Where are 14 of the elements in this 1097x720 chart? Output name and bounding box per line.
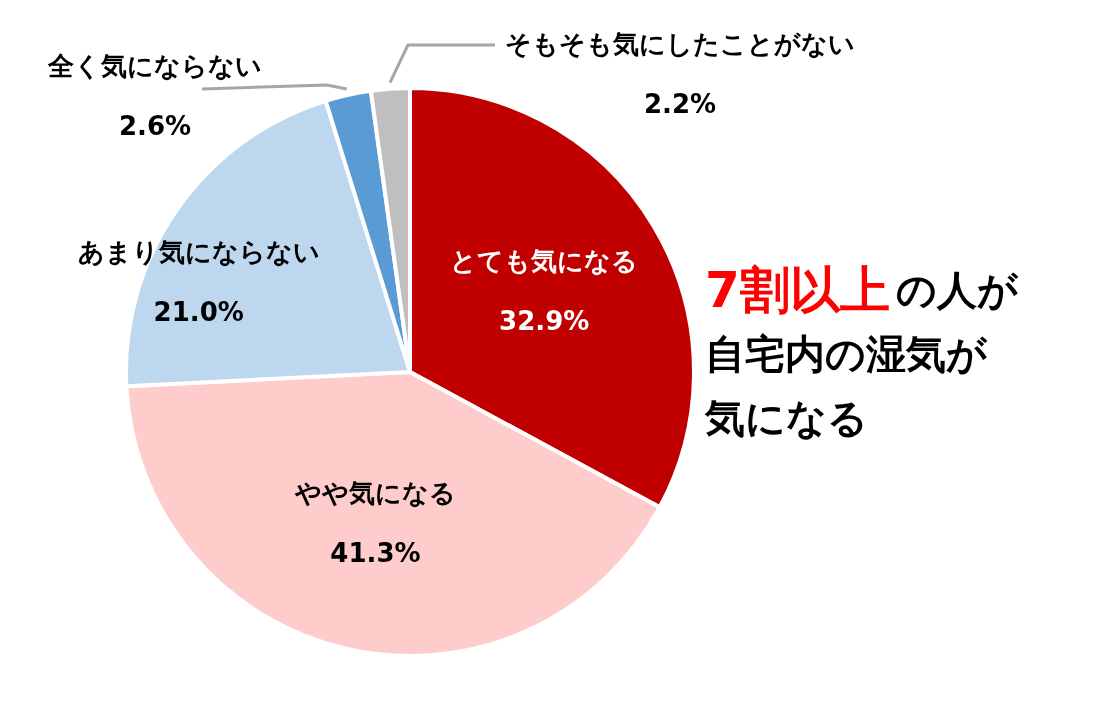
slice-label: 全く気にならない (47, 51, 262, 81)
data-label: 21.0% (153, 296, 244, 327)
data-label: 32.9% (499, 306, 590, 337)
slice-label: とても気になる (450, 246, 639, 277)
slice-label: そもそも気にしたことがない (505, 29, 855, 59)
text: 気になる (704, 395, 868, 441)
data-label: 41.3% (330, 538, 421, 569)
slice-label: あまり気にならない (77, 236, 320, 267)
text: 自宅内の湿気が (705, 331, 988, 377)
text: の人が (895, 267, 1019, 313)
data-label: 2.2% (643, 89, 717, 119)
text: 7割以上 (705, 261, 890, 319)
slice-label: やや気になる (293, 478, 456, 509)
data-label: 2.6% (118, 111, 192, 141)
